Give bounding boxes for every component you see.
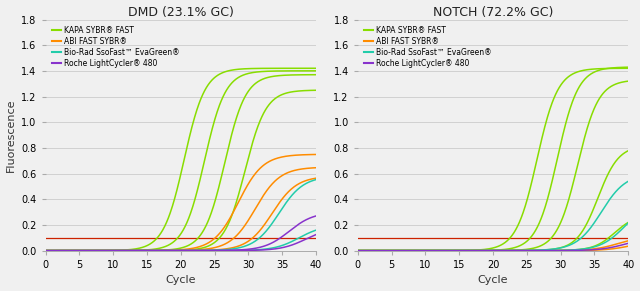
Legend: KAPA SYBR® FAST, ABI FAST SYBR®, Bio-Rad SsoFast™ EvaGreen®, Roche LightCycler® : KAPA SYBR® FAST, ABI FAST SYBR®, Bio-Rad… (49, 24, 182, 70)
Title: DMD (23.1% GC): DMD (23.1% GC) (128, 6, 234, 19)
Title: NOTCH (72.2% GC): NOTCH (72.2% GC) (433, 6, 553, 19)
X-axis label: Cycle: Cycle (478, 276, 508, 285)
Y-axis label: Fluorescence: Fluorescence (6, 99, 15, 172)
X-axis label: Cycle: Cycle (166, 276, 196, 285)
Legend: KAPA SYBR® FAST, ABI FAST SYBR®, Bio-Rad SsoFast™ EvaGreen®, Roche LightCycler® : KAPA SYBR® FAST, ABI FAST SYBR®, Bio-Rad… (362, 24, 494, 70)
